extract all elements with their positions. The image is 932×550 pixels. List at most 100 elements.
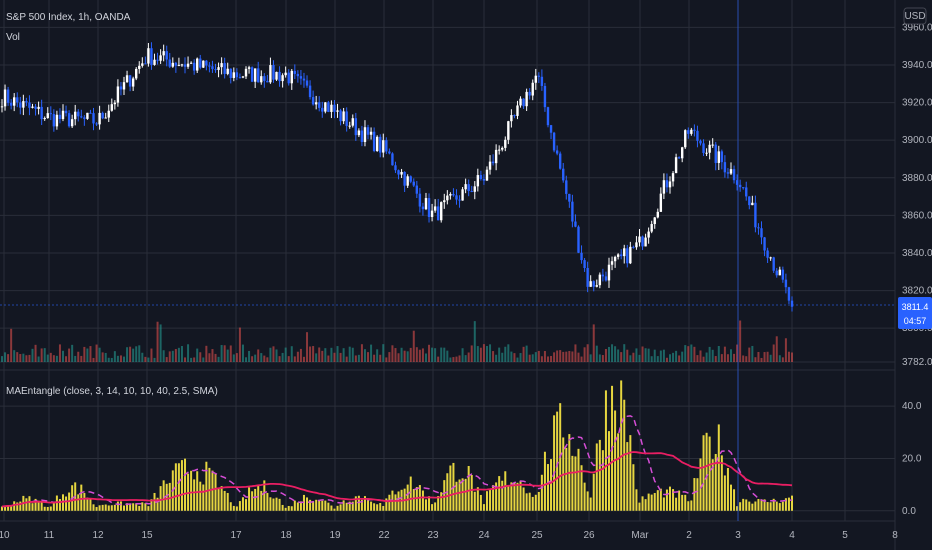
candle-body <box>528 91 531 96</box>
candle-body <box>775 270 778 276</box>
indicator-histogram-bar <box>437 496 440 511</box>
candle-body <box>159 55 162 61</box>
candle-body <box>226 68 229 74</box>
candle-body <box>690 129 693 134</box>
volume-bar <box>476 346 479 362</box>
volume-bar <box>10 328 13 362</box>
indicator-histogram-bar <box>86 497 89 511</box>
candle-body <box>497 149 501 151</box>
candle-body <box>9 102 13 106</box>
volume-bar <box>327 355 330 362</box>
indicator-histogram-bar <box>40 502 43 511</box>
volume-bar <box>89 346 92 362</box>
candle-body <box>440 202 443 221</box>
indicator-histogram-bar <box>757 499 760 511</box>
indicator-histogram-bar <box>373 503 376 511</box>
indicator-histogram-bar <box>672 489 675 511</box>
candle-body <box>13 97 16 106</box>
indicator-signal-line <box>1 415 793 508</box>
candle-body <box>702 143 705 153</box>
volume-bar <box>229 345 232 362</box>
candle-body <box>70 119 74 127</box>
volume-bar <box>726 354 729 362</box>
indicator-histogram-bar <box>147 506 150 511</box>
indicator-histogram-bar <box>330 505 333 511</box>
volume-bar <box>309 346 312 362</box>
volume-bar <box>208 353 211 362</box>
candle-body <box>430 210 434 217</box>
candle-body <box>540 76 544 86</box>
candle-body <box>738 184 742 188</box>
candle-body <box>287 72 290 84</box>
indicator-histogram-bar <box>543 451 546 511</box>
volume-bar <box>708 346 711 362</box>
volume-bar <box>180 346 183 362</box>
candle-body <box>360 130 364 142</box>
indicator-histogram-bar <box>135 503 138 511</box>
candle-body <box>165 51 168 60</box>
indicator-histogram-bar <box>205 461 208 511</box>
volume-bar <box>235 353 238 362</box>
indicator-histogram-bar <box>357 495 360 511</box>
indicator-histogram-bar <box>473 491 476 511</box>
volume-bar <box>638 354 641 362</box>
indicator-histogram-bar <box>260 490 263 511</box>
volume-bar <box>598 354 601 362</box>
candle-body <box>684 130 687 148</box>
volume-bar <box>92 357 95 362</box>
indicator-histogram-bar <box>528 492 531 511</box>
volume-bar <box>354 355 357 362</box>
volume-bar <box>113 351 116 362</box>
indicator-histogram-bar <box>504 471 507 511</box>
indicator-histogram-bar <box>98 505 101 511</box>
indicator-histogram-bar <box>144 503 147 511</box>
volume-bar <box>245 357 248 362</box>
candle-body <box>735 180 739 185</box>
candle-body <box>623 248 626 257</box>
candle-body <box>565 180 568 194</box>
indicator-histogram-bar <box>101 504 104 511</box>
candle-body <box>461 189 464 201</box>
indicator-histogram-bar <box>248 487 251 511</box>
volume-bar <box>745 356 748 362</box>
candle-body <box>400 171 403 175</box>
candle-body <box>482 178 486 181</box>
volume-bar <box>65 356 68 362</box>
volume-bar <box>791 352 793 362</box>
volume-bar <box>107 357 110 362</box>
indicator-histogram-bar <box>315 499 318 511</box>
candle-body <box>284 72 287 76</box>
volume-bar <box>119 355 122 362</box>
candle-body <box>382 140 385 153</box>
indicator-histogram-bar <box>190 470 193 511</box>
indicator-histogram-bar <box>659 488 662 511</box>
candle-body <box>595 285 598 287</box>
candle-body <box>604 276 608 281</box>
time-tick-label: Mar <box>631 530 649 541</box>
candle-body <box>659 193 663 212</box>
indicator-histogram-bar <box>269 497 272 511</box>
indicator-histogram-bar <box>238 501 241 511</box>
indicator-histogram-bar <box>510 482 513 511</box>
volume-bar <box>601 355 604 362</box>
volume-bar <box>470 345 473 362</box>
price-tick-label: 3840.0 <box>902 248 932 259</box>
candle-body <box>183 64 187 67</box>
candle-body <box>238 77 242 79</box>
candle-body <box>421 206 425 210</box>
indicator-histogram-bar <box>363 496 366 511</box>
indicator-histogram-bar <box>428 496 431 511</box>
candle-body <box>726 172 730 174</box>
last-price-value: 3811.4 <box>902 302 929 312</box>
time-tick-label: 18 <box>280 530 292 541</box>
indicator-histogram-bar <box>333 508 336 511</box>
currency-badge[interactable]: USD <box>903 7 927 25</box>
candle-body <box>308 85 312 98</box>
time-tick-label: 23 <box>427 530 439 541</box>
volume-bar <box>559 350 562 362</box>
indicator-histogram-bar <box>168 482 171 511</box>
indicator-histogram-bar <box>34 498 37 511</box>
volume-bar <box>312 346 315 362</box>
last-price-countdown: 04:57 <box>904 316 927 326</box>
